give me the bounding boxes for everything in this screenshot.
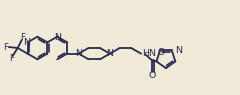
Text: N: N [54, 33, 61, 42]
Text: O: O [157, 48, 165, 57]
Text: F: F [9, 54, 14, 63]
Text: N: N [75, 49, 82, 58]
Text: HN: HN [142, 49, 156, 58]
Text: F: F [20, 33, 25, 42]
Text: F: F [3, 42, 8, 51]
Text: N: N [23, 38, 30, 47]
Text: N: N [106, 49, 113, 58]
Text: N: N [175, 46, 182, 55]
Text: O: O [148, 71, 156, 80]
